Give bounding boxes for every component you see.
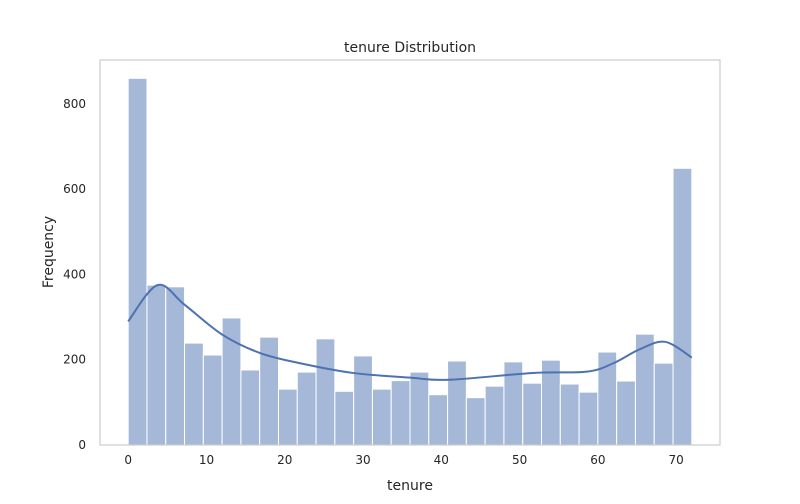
histogram-bar xyxy=(334,390,355,446)
histogram-bar xyxy=(559,383,580,446)
histogram-bar xyxy=(277,388,298,446)
histogram-bar xyxy=(390,380,411,446)
y-tick-label: 400 xyxy=(63,267,86,281)
histogram-bar xyxy=(240,369,261,446)
chart-title: tenure Distribution xyxy=(344,40,476,56)
x-axis-label: tenure xyxy=(387,478,433,494)
histogram-bar xyxy=(165,286,186,446)
x-tick-label: 70 xyxy=(669,453,684,467)
x-tick-label: 60 xyxy=(590,453,605,467)
histogram-bar xyxy=(672,167,693,446)
histogram-bar xyxy=(428,394,449,446)
y-tick-label: 600 xyxy=(63,182,86,196)
y-tick-label: 0 xyxy=(78,438,86,452)
histogram-bar xyxy=(616,380,636,446)
x-tick-label: 10 xyxy=(199,453,214,467)
histogram-bar xyxy=(484,385,505,446)
histogram-bar xyxy=(296,371,317,446)
y-tick-label: 800 xyxy=(63,97,86,111)
x-tick-label: 0 xyxy=(124,453,132,467)
x-tick-label: 50 xyxy=(512,453,527,467)
bars-group xyxy=(127,77,693,446)
histogram-bar xyxy=(409,371,430,446)
histogram-bar xyxy=(353,355,373,446)
histogram-bar xyxy=(146,284,167,446)
histogram-bar xyxy=(184,342,204,446)
x-axis-ticks: 0 10 20 30 40 50 60 70 xyxy=(124,453,683,467)
histogram-bar xyxy=(127,77,148,446)
kde-line xyxy=(127,283,693,381)
x-tick-label: 40 xyxy=(434,453,449,467)
histogram-bar xyxy=(465,397,486,446)
histogram-bar xyxy=(315,338,336,446)
y-axis-ticks: 0 200 400 600 800 xyxy=(63,97,86,452)
histogram-bar xyxy=(371,388,392,446)
x-tick-label: 20 xyxy=(277,453,292,467)
y-tick-label: 200 xyxy=(63,353,86,367)
histogram-bar xyxy=(578,391,599,446)
plot-frame xyxy=(99,59,721,446)
x-tick-label: 30 xyxy=(355,453,370,467)
y-axis-label: Frequency xyxy=(41,216,57,288)
histogram-bar xyxy=(447,360,467,446)
histogram-bar xyxy=(522,382,543,446)
histogram-bar xyxy=(653,362,674,446)
histogram-bar xyxy=(202,354,223,446)
